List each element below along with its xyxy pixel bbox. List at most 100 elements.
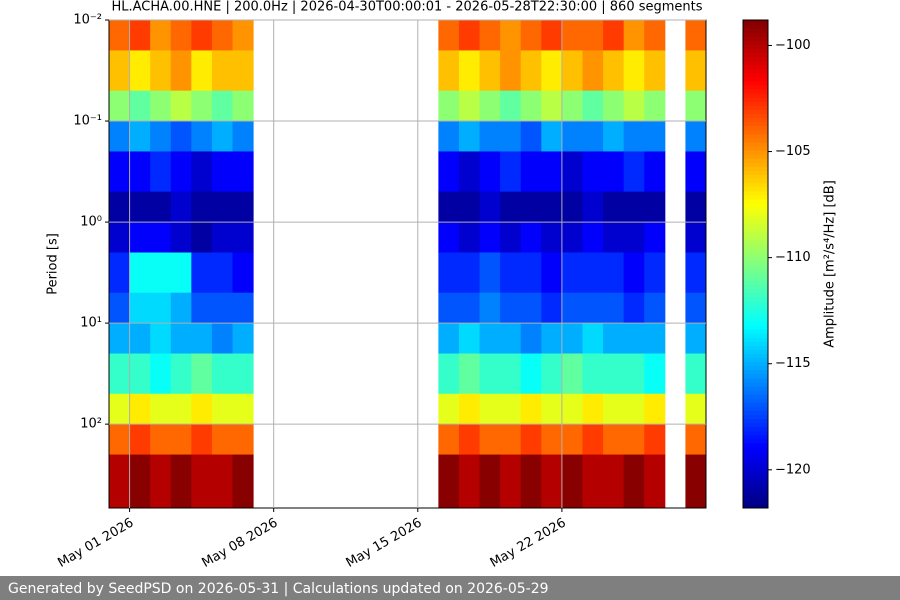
colorbar-segment [743,316,768,322]
colorbar-segment [743,117,768,123]
colorbar-segment [743,40,768,45]
heatmap-cell [603,292,625,324]
heatmap-cell [541,353,563,395]
heatmap-cell [603,393,625,425]
y-tick-label: 10⁻¹ [73,114,102,129]
heatmap-cell [520,292,542,324]
colorbar-segment [743,142,768,147]
colorbar-segment [743,284,768,289]
heatmap-cell [232,292,254,324]
heatmap-cell [500,50,522,92]
colorbar-segment [743,426,768,432]
heatmap-cell [129,90,151,122]
heatmap-cell [685,323,707,355]
heatmap-cell [211,353,234,395]
heatmap-cell [541,151,563,193]
heatmap-cell [232,222,254,253]
heatmap-cell [232,50,254,92]
heatmap-cell [109,222,131,253]
heatmap-cell [541,50,563,92]
heatmap-cell [458,353,481,395]
heatmap-cell [623,222,645,253]
colorbar-segment [743,247,768,253]
heatmap-cell [211,191,234,223]
heatmap-cell [500,252,522,294]
colorbar-tick-label: −120 [775,462,811,477]
heatmap-cell [458,393,481,425]
heatmap-cell [438,323,460,355]
heatmap-cell [438,393,460,425]
colorbar-label: Amplitude [m²/s⁴/Hz] [dB] [823,180,838,348]
heatmap-cell [211,424,234,456]
heatmap-cell [129,20,151,51]
colorbar-segment [743,146,768,151]
heatmap-cell [500,90,522,122]
heatmap-cell [211,454,234,509]
heatmap-cell [520,121,542,152]
colorbar-segment [743,337,768,342]
heatmap-cell [479,252,501,294]
heatmap-cell [561,50,583,92]
colorbar-segment [743,463,768,468]
heatmap-cell [603,20,625,51]
colorbar-segment [743,329,768,334]
heatmap-cell [603,222,625,253]
heatmap-cell [685,90,707,122]
heatmap-cell [109,50,131,92]
heatmap-cell [685,50,707,92]
heatmap-cell [232,191,254,223]
colorbar-segment [743,320,768,326]
heatmap-cell [644,121,666,152]
heatmap-cell [109,20,131,51]
heatmap-cell [129,292,151,324]
heatmap-cell [500,222,522,253]
colorbar-segment [743,503,768,509]
heatmap-cell [232,424,254,456]
colorbar-tick-label: −105 [775,144,811,159]
heatmap-cell [458,252,481,294]
heatmap-cell [232,121,254,152]
colorbar-segment [743,235,768,241]
heatmap-cell [561,454,583,509]
heatmap-cell [623,323,645,355]
heatmap-cell [644,292,666,324]
colorbar-segment [743,353,768,359]
heatmap-cell [561,353,583,395]
heatmap-cell [520,222,542,253]
colorbar-segment [743,414,768,420]
heatmap-cell [603,454,625,509]
heatmap-cell [438,353,460,395]
heatmap-cell [582,222,604,253]
heatmap-cell [438,454,460,509]
heatmap-cell [191,50,213,92]
colorbar-segment [743,410,768,415]
colorbar-segment [743,211,768,216]
colorbar-segment [743,109,768,115]
colorbar-segment [743,28,768,33]
heatmap-cell [623,191,645,223]
colorbar-segment [743,459,768,464]
heatmap-cell [644,50,666,92]
heatmap-cell [150,50,172,92]
heatmap-cell [582,90,604,122]
heatmap-cell [582,50,604,92]
heatmap-cell [191,20,213,51]
heatmap-cell [191,191,213,223]
heatmap-cell [520,191,542,223]
heatmap-cell [170,323,192,355]
heatmap-cell [232,90,254,122]
heatmap-cell [500,191,522,223]
heatmap-cell [500,151,522,193]
heatmap-cell [479,323,501,355]
colorbar-segment [743,44,768,49]
colorbar-segment [743,312,768,318]
colorbar-segment [743,251,768,257]
colorbar-segment [743,422,768,428]
heatmap-cell [191,90,213,122]
heatmap-cell [520,20,542,51]
colorbar-segment [743,182,768,188]
heatmap-cell [561,90,583,122]
heatmap-cell [109,323,131,355]
colorbar-segment [743,101,768,106]
colorbar-segment [743,333,768,338]
